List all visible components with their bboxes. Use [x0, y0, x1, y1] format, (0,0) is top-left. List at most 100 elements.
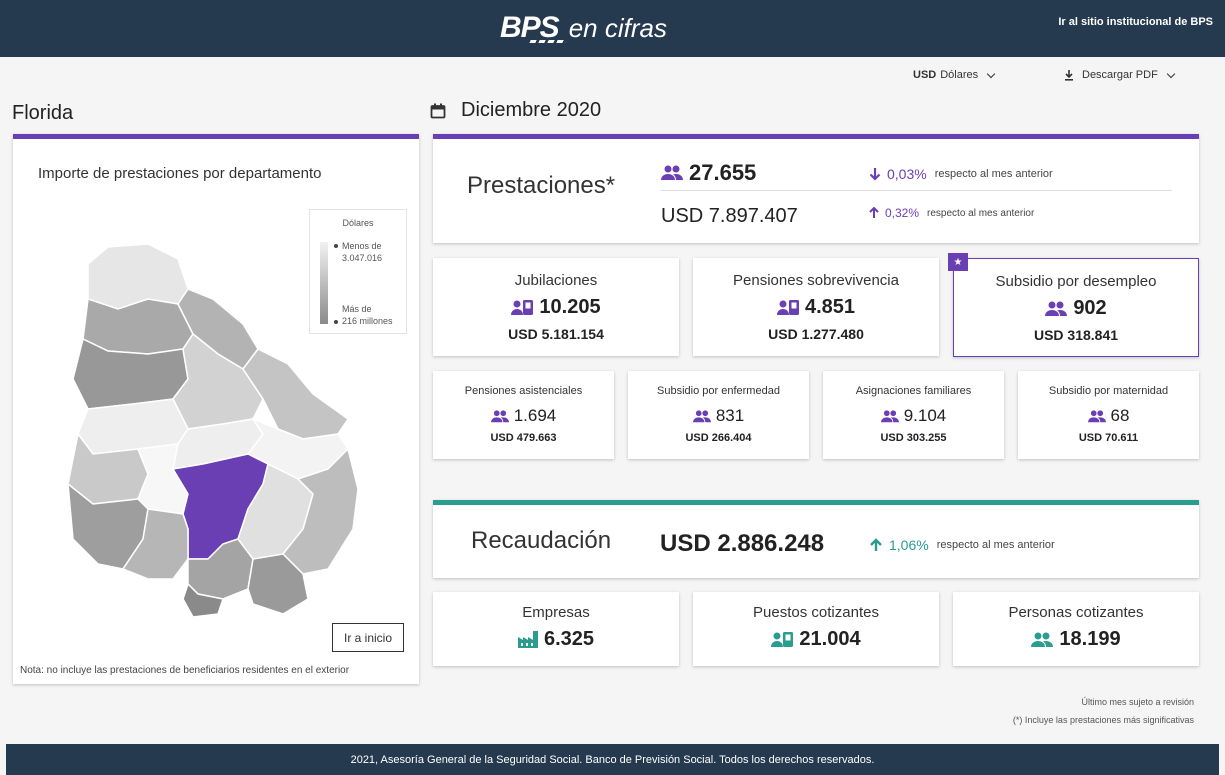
chevron-down-icon	[1166, 69, 1176, 78]
download-icon	[1065, 70, 1073, 81]
delta-text: respecto al mes anterior	[934, 168, 1053, 180]
card-label: Jubilaciones	[514, 272, 598, 289]
dept-artigas[interactable]	[87, 243, 189, 310]
map-title: Importe de prestaciones por departamento	[38, 165, 322, 182]
card-usd: USD 5.181.154	[508, 326, 604, 342]
card-label: Pensiones sobrevivencia	[733, 272, 899, 289]
recaudacion-delta-pct: 1,06%	[889, 537, 929, 553]
uruguay-map[interactable]	[53, 239, 393, 629]
legend-min-label: Menos de	[342, 241, 382, 251]
card-pensiones-sobrevivencia[interactable]: Pensiones sobrevivencia 4.851 USD 1.277.…	[693, 258, 939, 356]
download-pdf-button[interactable]: Descargar PDF	[1063, 69, 1176, 81]
card-value: 6.325	[433, 628, 679, 651]
institutional-site-link[interactable]: Ir al sitio institucional de BPS	[1058, 16, 1213, 28]
card-label: Subsidio por desempleo	[995, 273, 1157, 290]
home-button[interactable]: Ir a inicio	[332, 623, 404, 652]
card-label: Subsidio por maternidad	[1048, 385, 1169, 397]
card-personas-cotizantes[interactable]: Personas cotizantes 18.199	[953, 592, 1199, 666]
card-value-number: 1.694	[513, 406, 557, 425]
card-value: 831	[628, 406, 809, 426]
dept-rocha[interactable]	[281, 447, 359, 575]
prestaciones-count-delta: 0,03% respecto al mes anterior	[869, 166, 1053, 182]
card-value-number: 21.004	[799, 628, 861, 650]
card-label: Subsidio por enfermedad	[657, 385, 780, 397]
recaudacion-amount: USD 2.886.248	[660, 530, 825, 557]
dept-salto[interactable]	[82, 297, 194, 355]
people-icon	[1031, 632, 1054, 647]
card-label: Personas cotizantes	[1008, 604, 1144, 621]
card-asignaciones-familiares[interactable]: Asignaciones familiares 9.104 USD 303.25…	[823, 371, 1004, 459]
footer: 2021, Asesoría General de la Seguridad S…	[6, 744, 1219, 775]
card-usd: USD 318.841	[1033, 327, 1119, 343]
legend-title: Dólares	[342, 218, 374, 228]
card-usd: USD 266.404	[685, 432, 752, 444]
card-pensiones-asistenciales[interactable]: Pensiones asistenciales 1.694 USD 479.66…	[433, 371, 614, 459]
legend-max-value: 216 millones	[342, 316, 393, 326]
dept-cerro-largo[interactable]	[242, 348, 350, 440]
people-icon	[1087, 409, 1106, 422]
card-subsidio-maternidad[interactable]: Subsidio por maternidad 68 USD 70.611	[1018, 371, 1199, 459]
card-usd: USD 70.611	[1078, 432, 1139, 444]
prestaciones-amount-delta-pct: 0,32%	[885, 206, 920, 220]
arrow-down-icon	[869, 168, 881, 181]
calendar-icon	[430, 103, 446, 118]
card-value-number: 6.325	[543, 628, 595, 650]
card-value: 18.199	[953, 628, 1199, 651]
card-value: 10.205	[433, 296, 679, 319]
chevron-down-icon	[986, 69, 996, 78]
note-prestaciones: (*) Incluye las prestaciones más signifi…	[1012, 715, 1194, 725]
card-value: 1.694	[433, 406, 614, 426]
card-usd: USD 303.255	[880, 432, 947, 444]
card-subsidio-enfermedad[interactable]: Subsidio por enfermedad 831 USD 266.404	[628, 371, 809, 459]
delta-text: respecto al mes anterior	[927, 207, 1035, 219]
card-label: Empresas	[522, 604, 590, 621]
factory-icon	[517, 631, 538, 648]
legend-min: Menos de 3.047.016	[342, 240, 402, 264]
month-selector[interactable]: Diciembre 2020	[430, 99, 601, 122]
prestaciones-amount: USD 7.897.407	[661, 205, 798, 227]
card-value-number: 68	[1110, 406, 1130, 425]
recaudacion-delta: 1,06% respecto al mes anterior	[869, 537, 1055, 553]
legend-max-label: Más de	[342, 304, 372, 314]
card-value-number: 4.851	[804, 296, 856, 318]
card-label: Asignaciones familiares	[855, 385, 972, 397]
people-icon	[490, 409, 509, 422]
prestaciones-count: 27.655	[661, 160, 756, 186]
card-value: 21.004	[693, 628, 939, 651]
card-puestos-cotizantes[interactable]: Puestos cotizantes 21.004	[693, 592, 939, 666]
recaudacion-card: Recaudación USD 2.886.248 1,06% respecto…	[433, 500, 1199, 578]
bps-logo[interactable]: BPS en cifras	[500, 11, 667, 45]
month-label: Diciembre 2020	[461, 99, 602, 121]
prestaciones-card: Prestaciones* 27.655 0,03% respecto al m…	[433, 134, 1199, 243]
legend-tick-max	[334, 320, 338, 324]
card-usd: USD 1.277.480	[768, 326, 864, 342]
card-empresas[interactable]: Empresas 6.325	[433, 592, 679, 666]
currency-code: USD	[913, 69, 937, 81]
divider	[661, 190, 1172, 191]
arrow-up-icon	[870, 538, 882, 551]
arrow-up-icon	[869, 207, 879, 218]
id-card-icon	[771, 632, 794, 647]
card-jubilaciones[interactable]: Jubilaciones 10.205 USD 5.181.154	[433, 258, 679, 356]
department-title: Florida	[12, 102, 74, 124]
currency-selector[interactable]: USD Dólares	[913, 69, 996, 81]
card-subsidio-desempleo[interactable]: ★ Subsidio por desempleo 902 USD 318.841	[948, 253, 1199, 357]
map-card: Importe de prestaciones por departamento…	[13, 134, 419, 684]
people-icon	[661, 165, 683, 180]
card-value: 902	[954, 297, 1198, 320]
dept-maldonado[interactable]	[247, 553, 309, 615]
star-icon: ★	[948, 253, 968, 271]
people-icon	[880, 409, 899, 422]
dept-san-jose[interactable]	[121, 508, 189, 580]
download-label: Descargar PDF	[1082, 69, 1158, 81]
card-value: 68	[1018, 406, 1199, 426]
delta-text: respecto al mes anterior	[936, 539, 1055, 551]
map-note: Nota: no incluye las prestaciones de ben…	[20, 665, 350, 676]
currency-label: Dólares	[940, 69, 979, 81]
prestaciones-count-value: 27.655	[689, 160, 757, 185]
card-value: 4.851	[693, 296, 939, 319]
legend-max: Más de 216 millones	[342, 303, 402, 327]
logo-bps-text: BPS	[500, 11, 560, 44]
dept-montevideo[interactable]	[182, 582, 224, 618]
legend-gradient	[320, 242, 328, 324]
